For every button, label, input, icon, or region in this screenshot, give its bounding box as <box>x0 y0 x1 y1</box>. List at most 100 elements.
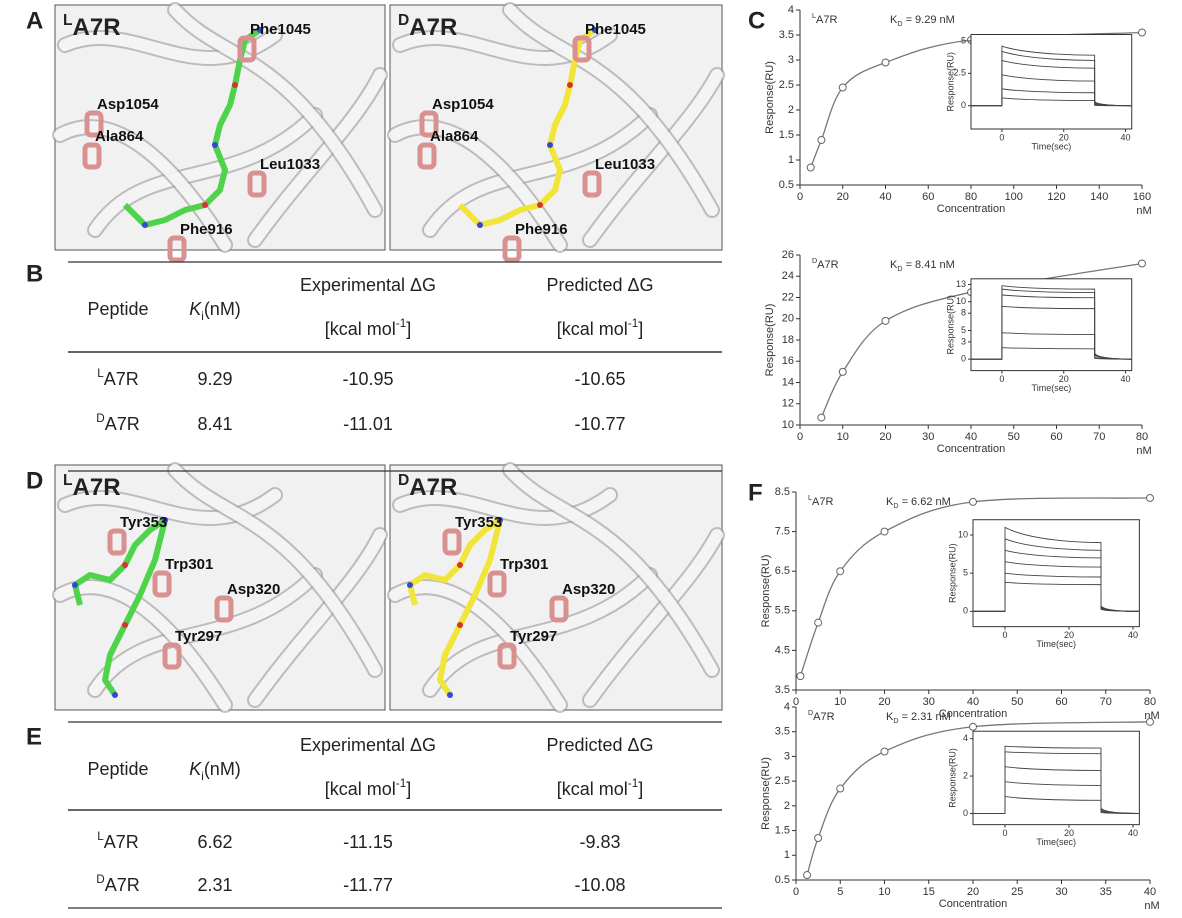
table-cell: -10.08 <box>574 875 625 895</box>
y-axis-label: Response(RU) <box>760 555 772 628</box>
figure: ABCDEFLA7RPhe1045Asp1054Ala864Leu1033Phe… <box>0 0 1182 918</box>
table-header-unit-part: ] <box>638 319 643 339</box>
table-header-unit-part: [kcal mol <box>325 319 396 339</box>
x-tick-label: 20 <box>837 191 849 203</box>
atom <box>232 82 238 88</box>
y-tick-label: 1.5 <box>779 129 794 141</box>
table-cell: DA7R <box>96 412 139 434</box>
table-cell: -10.77 <box>574 414 625 434</box>
table-header-unit-part: -1 <box>628 777 638 790</box>
y-tick-label: 4 <box>784 701 790 713</box>
inset-y-label: Response(RU) <box>947 748 957 808</box>
y-tick-label: 3.5 <box>779 29 794 41</box>
inset-x-tick-label: 0 <box>999 374 1004 384</box>
x-tick-label: 80 <box>1144 696 1156 708</box>
table-cell: LA7R <box>97 367 139 389</box>
y-axis-label: Response(RU) <box>760 757 772 830</box>
inset-x-tick-label: 40 <box>1121 374 1131 384</box>
table-cell: 2.31 <box>197 875 232 895</box>
residue-label: Phe916 <box>515 221 568 238</box>
y-axis-label: Response(RU) <box>764 304 776 377</box>
inset-x-tick-label: 0 <box>1002 828 1007 838</box>
data-point <box>839 368 846 375</box>
inset-y-tick-label: 5 <box>961 325 966 335</box>
y-tick-label: 1 <box>784 849 790 861</box>
x-tick-label: 60 <box>1055 696 1067 708</box>
residue-label: Tyr353 <box>120 514 167 531</box>
x-tick-label: 25 <box>1011 886 1023 898</box>
residue-label: Asp320 <box>562 581 615 598</box>
x-tick-label: 0 <box>793 696 799 708</box>
inset-y-tick-label: 10 <box>956 296 966 306</box>
inset-y-tick-label: 0 <box>961 100 966 110</box>
inset-x-label: Time(sec) <box>1032 383 1072 393</box>
atom <box>112 692 118 698</box>
y-tick-label: 1 <box>788 154 794 166</box>
atom <box>122 562 128 568</box>
residue-label: Tyr297 <box>175 628 222 645</box>
table-cell: -10.65 <box>574 369 625 389</box>
data-point <box>837 568 844 575</box>
atom <box>212 142 218 148</box>
x-axis-label: Concentration <box>937 443 1006 455</box>
data-point <box>797 673 804 680</box>
x-tick-label: 80 <box>1136 431 1148 443</box>
x-tick-label: 50 <box>1008 431 1020 443</box>
data-point <box>882 317 889 324</box>
x-tick-label: 10 <box>878 886 890 898</box>
inset-frame <box>971 279 1132 371</box>
x-tick-label: 40 <box>965 431 977 443</box>
residue-label: Tyr353 <box>455 514 502 531</box>
view-title-part: A7R <box>409 474 457 501</box>
residue-label: Trp301 <box>500 556 548 573</box>
plot-title-part: A7R <box>812 496 833 508</box>
table-header: Experimental ΔG <box>300 735 436 755</box>
table-header-unit-part: [kcal mol <box>557 779 628 799</box>
x-tick-label: 60 <box>1050 431 1062 443</box>
table-cell-part: A7R <box>105 875 140 895</box>
table-header: Peptide <box>87 299 148 319</box>
table-header-unit: [kcal mol-1] <box>557 317 643 339</box>
table-header-part: (nM) <box>204 299 241 319</box>
y-tick-label: 3 <box>784 750 790 762</box>
y-tick-label: 0.5 <box>779 179 794 191</box>
inset-x-tick-label: 0 <box>999 132 1004 142</box>
inset-y-tick-label: 0 <box>961 354 966 364</box>
inset-y-tick-label: 3 <box>961 336 966 346</box>
y-tick-label: 8.5 <box>775 486 790 498</box>
plot-title: DA7R <box>812 257 839 271</box>
inset-y-tick-label: 8 <box>961 308 966 318</box>
residue-label: Phe1045 <box>585 21 646 38</box>
table-header-unit-part: -1 <box>396 777 406 790</box>
inset-x-tick-label: 40 <box>1128 828 1138 838</box>
x-tick-label: 140 <box>1090 191 1108 203</box>
atom <box>72 582 78 588</box>
inset-y-tick-label: 4 <box>963 733 968 743</box>
inset-y-label: Response(RU) <box>945 52 955 112</box>
kd-label-part: = 2.31 nM <box>899 711 951 723</box>
plot-title-part: A7R <box>813 711 834 723</box>
y-tick-label: 12 <box>782 398 794 410</box>
structure-view <box>390 465 722 710</box>
y-tick-label: 6.5 <box>775 565 790 577</box>
y-tick-label: 22 <box>782 291 794 303</box>
table-header-unit: [kcal mol-1] <box>325 317 411 339</box>
x-tick-label: 10 <box>837 431 849 443</box>
table-cell: -11.15 <box>343 832 393 852</box>
inset-y-tick-label: 5 <box>963 568 968 578</box>
inset-y-tick-label: 0 <box>963 808 968 818</box>
table-cell-part: D <box>96 412 104 425</box>
data-point <box>881 528 888 535</box>
panel-label: A <box>26 7 43 34</box>
x-tick-label: 5 <box>837 886 843 898</box>
table-header: Ki(nM) <box>189 759 241 783</box>
y-tick-label: 4.5 <box>775 644 790 656</box>
x-tick-label: 50 <box>1011 696 1023 708</box>
plot-title: LA7R <box>808 494 833 508</box>
table-cell: -9.83 <box>579 832 620 852</box>
table-header: Predicted ΔG <box>546 735 653 755</box>
plot-title: DA7R <box>808 709 835 723</box>
data-point <box>818 137 825 144</box>
table-cell-part: A7R <box>104 369 139 389</box>
data-point <box>882 59 889 66</box>
